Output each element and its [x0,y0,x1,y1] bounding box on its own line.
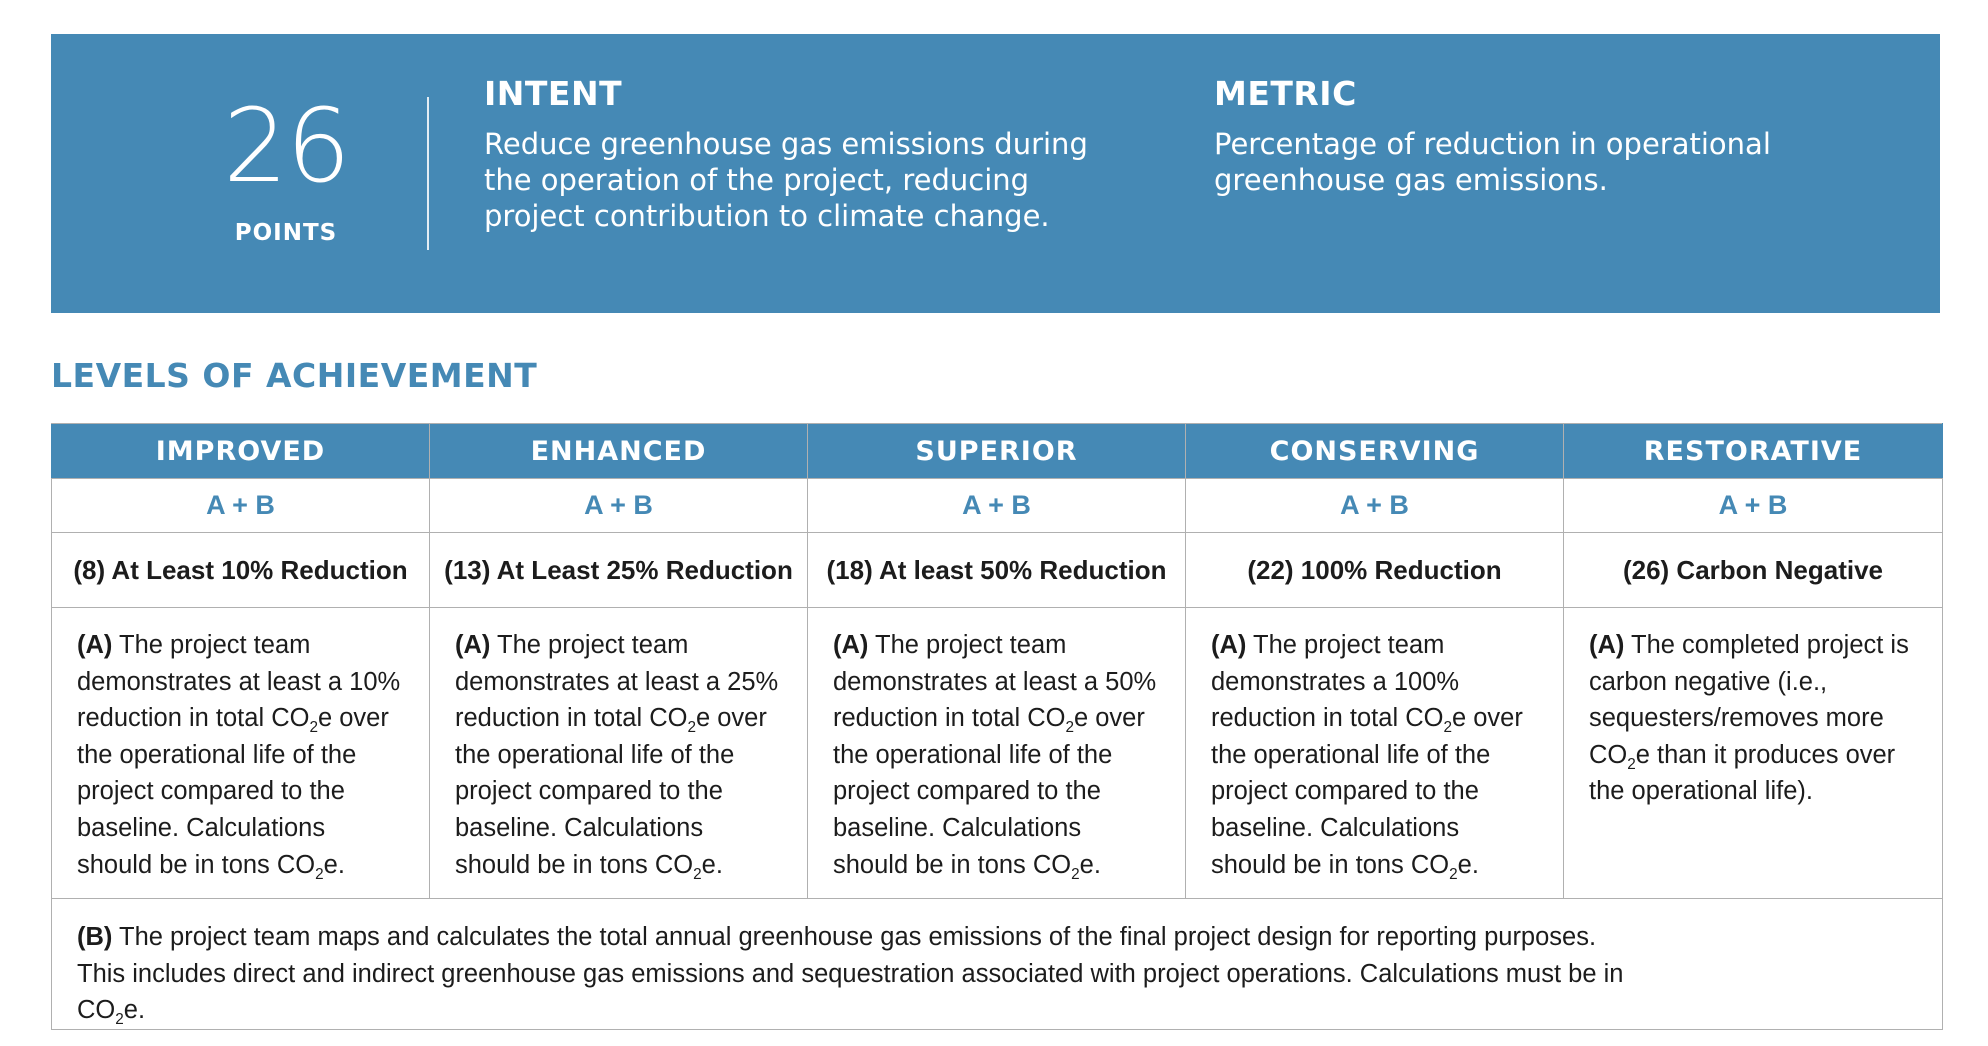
subscript-2: 2 [1071,865,1080,883]
desc-label: (A) [455,631,491,659]
level-title-restorative: (26) Carbon Negative [1563,532,1943,608]
desc-label: (A) [1211,631,1247,659]
levels-table: IMPROVED ENHANCED SUPERIOR CONSERVING RE… [51,423,1943,1030]
intent-block: INTENT Reduce greenhouse gas emissions d… [484,72,1134,234]
desc-text: e over the operational life of the proje… [455,704,767,879]
level-description-enhanced: (A) The project team demonstrates at lea… [429,607,808,899]
metric-text: Percentage of reduction in operational g… [1214,127,1771,197]
footnote-text: The project team maps and calculates the… [77,923,1624,1025]
level-name-enhanced: ENHANCED [429,423,808,479]
desc-label: (A) [833,631,869,659]
level-title-improved: (8) At Least 10% Reduction [51,532,430,608]
subscript-2: 2 [315,865,324,883]
subscript-2: 2 [1443,719,1452,737]
desc-text: e over the operational life of the proje… [77,704,389,879]
desc-text: The project team demonstrates at least a… [455,631,779,733]
requirements-conserving: A + B [1185,478,1564,533]
desc-text: e. [323,850,345,879]
subscript-2: 2 [1627,755,1636,773]
level-title-row: (8) At Least 10% Reduction (13) At Least… [51,532,1943,608]
desc-label: (A) [77,631,113,659]
footnote-cell: (B) The project team maps and calculates… [51,898,1943,1030]
metric-title: METRIC [1214,74,1357,113]
subscript-2: 2 [115,1011,124,1029]
subscript-2: 2 [693,865,702,883]
desc-label: (A) [1589,631,1625,659]
level-title-conserving: (22) 100% Reduction [1185,532,1564,608]
desc-text: The project team demonstrates at least a… [833,631,1157,733]
footnote-row: (B) The project team maps and calculates… [51,898,1943,1030]
points-value: 26 [223,87,351,206]
subscript-2: 2 [1065,719,1074,737]
level-description-conserving: (A) The project team demonstrates a 100%… [1185,607,1564,899]
requirements-restorative: A + B [1563,478,1943,533]
desc-text: e over the operational life of the proje… [1211,704,1523,879]
requirements-superior: A + B [807,478,1186,533]
points-label: POINTS [234,220,338,246]
requirements-row: A + B A + B A + B A + B A + B [51,478,1943,533]
level-name-restorative: RESTORATIVE [1563,423,1943,479]
desc-text: The project team demonstrates a 100% red… [1211,631,1460,733]
intent-text: Reduce greenhouse gas emissions during t… [484,127,1088,233]
level-description-restorative: (A) The completed project is carbon nega… [1563,607,1943,899]
subscript-2: 2 [1449,865,1458,883]
level-description-row: (A) The project team demonstrates at lea… [51,607,1943,899]
banner-divider [427,97,429,250]
level-name-superior: SUPERIOR [807,423,1186,479]
level-title-enhanced: (13) At Least 25% Reduction [429,532,808,608]
level-description-improved: (A) The project team demonstrates at lea… [51,607,430,899]
credit-banner: 26 POINTS INTENT Reduce greenhouse gas e… [51,34,1940,313]
footnote-text: e. [123,996,146,1025]
metric-block: METRIC Percentage of reduction in operat… [1214,72,1854,198]
level-name-conserving: CONSERVING [1185,423,1564,479]
intent-title: INTENT [484,74,623,113]
desc-text: e than it produces over the operational … [1589,740,1896,806]
desc-text: e. [1079,850,1101,879]
footnote-label: (B) [77,923,113,951]
desc-text: e. [1457,850,1479,879]
level-header-row: IMPROVED ENHANCED SUPERIOR CONSERVING RE… [51,423,1943,479]
desc-text: e over the operational life of the proje… [833,704,1145,879]
requirements-improved: A + B [51,478,430,533]
level-description-superior: (A) The project team demonstrates at lea… [807,607,1186,899]
requirements-enhanced: A + B [429,478,808,533]
subscript-2: 2 [687,719,696,737]
level-name-improved: IMPROVED [51,423,430,479]
level-title-superior: (18) At least 50% Reduction [807,532,1186,608]
desc-text: e. [701,850,723,879]
section-title: LEVELS OF ACHIEVEMENT [51,356,538,395]
desc-text: The project team demonstrates at least a… [77,631,401,733]
desc-text: The completed project is carbon negative… [1589,631,1909,769]
subscript-2: 2 [309,719,318,737]
